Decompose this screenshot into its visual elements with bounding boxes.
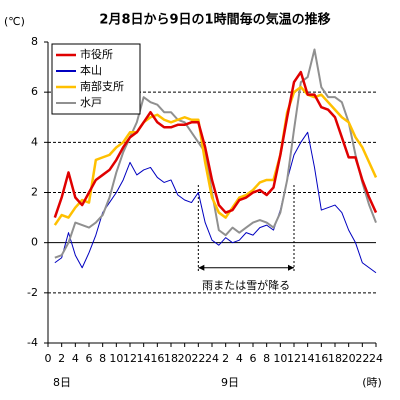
series-line xyxy=(53,85,378,226)
x-tick-label: 12 xyxy=(123,352,137,365)
x-tick-label: 24 xyxy=(369,352,383,365)
x-unit: (時) xyxy=(362,376,382,389)
x-tick-label: 14 xyxy=(301,352,315,365)
y-tick-label: 2 xyxy=(31,186,38,199)
legend-label: 本山 xyxy=(80,63,102,77)
x-tick-label: 6 xyxy=(86,352,93,365)
x-tick-label: 22 xyxy=(191,352,205,365)
day-label: 9日 xyxy=(221,376,239,389)
x-tick-label: 24 xyxy=(205,352,219,365)
x-tick-label: 18 xyxy=(328,352,342,365)
legend-label: 市役所 xyxy=(80,47,113,61)
x-tick-label: 20 xyxy=(178,352,192,365)
day-label: 8日 xyxy=(53,376,71,389)
x-tick-label: 18 xyxy=(164,352,178,365)
y-unit: (℃) xyxy=(4,15,25,28)
x-tick-label: 2 xyxy=(222,352,229,365)
x-tick-label: 4 xyxy=(72,352,79,365)
series-line xyxy=(53,70,378,218)
y-tick-label: 0 xyxy=(31,236,38,249)
y-tick-label: -4 xyxy=(27,336,38,349)
chart-title: 2月8日から9日の1時間毎の気温の推移 xyxy=(99,12,330,28)
x-tick-label: 16 xyxy=(150,352,164,365)
annotation-text: 雨または雪が降る xyxy=(202,278,290,292)
x-tick-label: 12 xyxy=(287,352,301,365)
x-tick-label: 2 xyxy=(58,352,65,365)
x-tick-label: 16 xyxy=(314,352,328,365)
x-tick-label: 0 xyxy=(45,352,52,365)
y-tick-label: 8 xyxy=(31,35,38,48)
x-tick-label: 6 xyxy=(250,352,257,365)
y-tick-label: -2 xyxy=(27,286,38,299)
x-tick-label: 10 xyxy=(273,352,287,365)
legend-label: 水戸 xyxy=(80,96,102,109)
x-tick-label: 8 xyxy=(263,352,270,365)
x-tick-label: 14 xyxy=(137,352,151,365)
y-tick-label: 4 xyxy=(31,135,38,148)
x-tick-label: 20 xyxy=(342,352,356,365)
x-tick-label: 8 xyxy=(99,352,106,365)
x-tick-label: 10 xyxy=(109,352,123,365)
x-tick-label: 4 xyxy=(236,352,243,365)
legend-label: 南部支所 xyxy=(80,79,124,93)
x-tick-label: 22 xyxy=(355,352,369,365)
series-line xyxy=(54,131,377,274)
y-tick-label: 6 xyxy=(31,85,38,98)
series-line xyxy=(54,48,377,259)
